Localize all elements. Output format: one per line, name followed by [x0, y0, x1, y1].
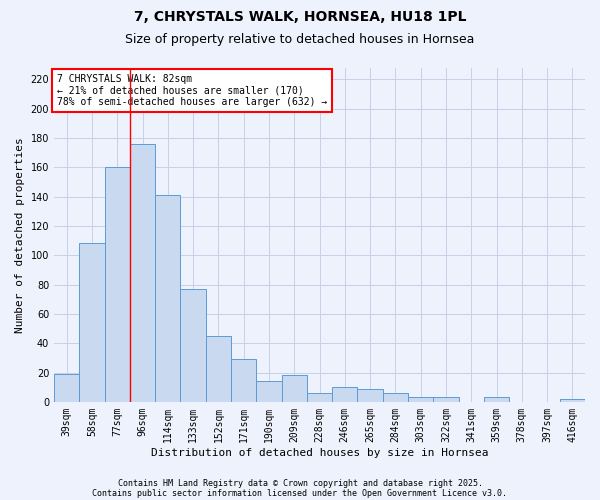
Bar: [79, 244, 104, 402]
X-axis label: Distribution of detached houses by size in Hornsea: Distribution of detached houses by size …: [151, 448, 488, 458]
Bar: [358, 388, 383, 402]
Bar: [231, 360, 256, 402]
Bar: [281, 376, 307, 402]
Text: Size of property relative to detached houses in Hornsea: Size of property relative to detached ho…: [125, 32, 475, 46]
Bar: [206, 336, 231, 402]
Y-axis label: Number of detached properties: Number of detached properties: [15, 137, 25, 332]
Bar: [408, 398, 433, 402]
Text: 7 CHRYSTALS WALK: 82sqm
← 21% of detached houses are smaller (170)
78% of semi-d: 7 CHRYSTALS WALK: 82sqm ← 21% of detache…: [56, 74, 327, 108]
Bar: [256, 382, 281, 402]
Bar: [433, 398, 458, 402]
Text: 7, CHRYSTALS WALK, HORNSEA, HU18 1PL: 7, CHRYSTALS WALK, HORNSEA, HU18 1PL: [134, 10, 466, 24]
Bar: [484, 398, 509, 402]
Bar: [560, 399, 585, 402]
Bar: [307, 393, 332, 402]
Bar: [130, 144, 155, 402]
Bar: [383, 393, 408, 402]
Bar: [181, 289, 206, 402]
Text: Contains public sector information licensed under the Open Government Licence v3: Contains public sector information licen…: [92, 488, 508, 498]
Bar: [54, 374, 79, 402]
Text: Contains HM Land Registry data © Crown copyright and database right 2025.: Contains HM Land Registry data © Crown c…: [118, 478, 482, 488]
Bar: [104, 167, 130, 402]
Bar: [155, 195, 181, 402]
Bar: [332, 387, 358, 402]
